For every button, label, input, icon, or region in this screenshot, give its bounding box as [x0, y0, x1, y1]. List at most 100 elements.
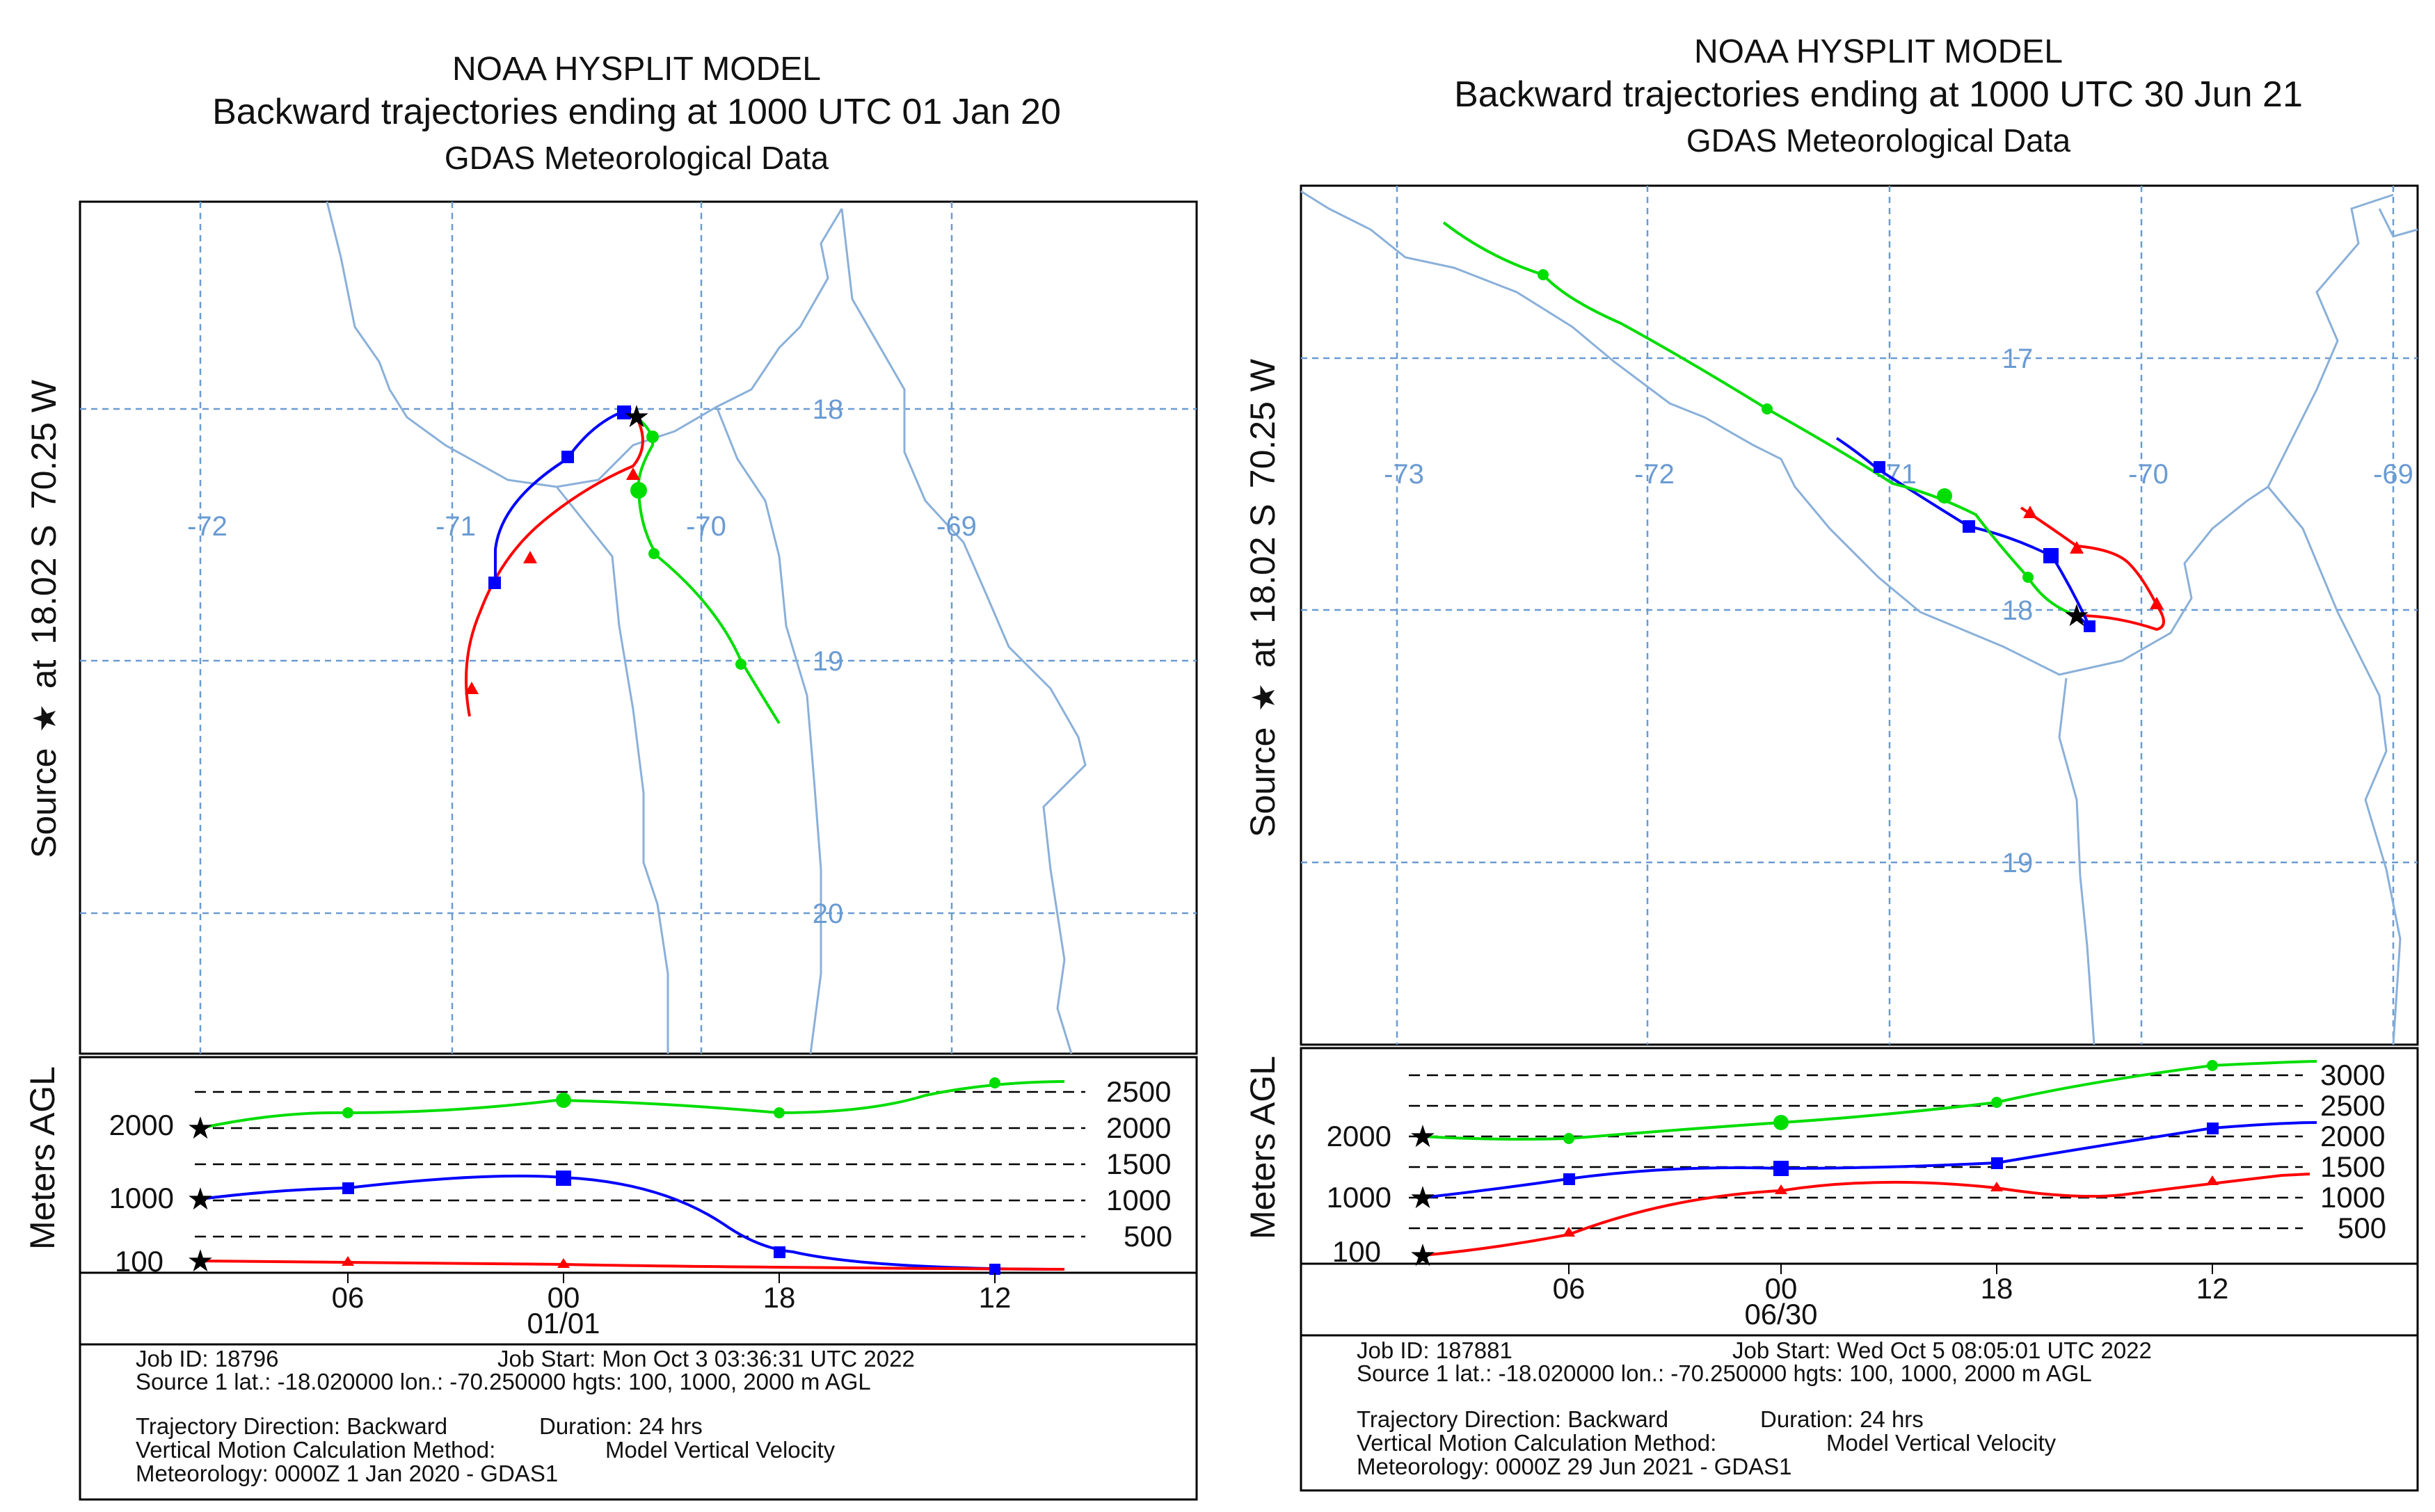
panel-2-time-ticks: 06 00 18 12 06/30 [1553, 1264, 2229, 1330]
svg-text:1000: 1000 [2320, 1181, 2385, 1214]
panel-2-map-frame [1300, 184, 2419, 1046]
svg-text:Model Vertical Velocity: Model Vertical Velocity [1826, 1430, 2057, 1456]
panel-2-coastlines [1300, 190, 2418, 1045]
panel-1: NOAA HYSPLIT MODEL Backward trajectories… [23, 51, 1198, 1501]
svg-text:19: 19 [2002, 848, 2034, 878]
panel-1-info-box [79, 1343, 1198, 1501]
svg-text:★: ★ [186, 1111, 214, 1146]
panel-1-info: Job ID: 18796 Job Start: Mon Oct 3 03:36… [136, 1346, 915, 1486]
svg-text:20: 20 [813, 899, 844, 929]
panel-1-traj-100m [465, 417, 644, 717]
svg-text:1500: 1500 [1106, 1148, 1171, 1180]
svg-text:1000: 1000 [1106, 1184, 1171, 1216]
panel-1-time-ticks: 06 00 18 12 01/01 [332, 1273, 1012, 1340]
svg-text:500: 500 [2338, 1212, 2386, 1244]
panel-2-subtitle: Backward trajectories ending at 1000 UTC… [1454, 74, 2303, 115]
panel-2-traj-2000m [1442, 221, 2077, 617]
svg-text:500: 500 [1124, 1220, 1172, 1253]
panel-2-met-line: GDAS Meteorological Data [1686, 122, 2071, 159]
panel-1-altitude-markers: ★ ★ ★ [186, 1077, 1000, 1279]
svg-text:18: 18 [2002, 595, 2034, 626]
panel-1-lat-labels: 18 19 20 [813, 394, 844, 929]
svg-text:100: 100 [115, 1245, 163, 1278]
svg-text:2500: 2500 [1106, 1075, 1171, 1108]
panel-1-met-line: GDAS Meteorological Data [445, 140, 829, 176]
svg-text:Job Start: Mon Oct 3 03:36:31: Job Start: Mon Oct 3 03:36:31 UTC 2022 [497, 1346, 915, 1372]
svg-text:19: 19 [813, 646, 844, 677]
svg-text:Trajectory Direction: Backward: Trajectory Direction: Backward [1357, 1406, 1668, 1432]
panel-1-source-label: Source★at18.02 S70.25 W [24, 379, 63, 858]
panel-2-vertical-axis-label: Meters AGL [1243, 1056, 1282, 1239]
panel-2-traj-100m [2020, 506, 2165, 632]
panel-2-source-label: Source★at18.02 S70.25 W [1243, 358, 1282, 837]
panel-2-info-box [1300, 1334, 2419, 1492]
svg-text:★: ★ [186, 1182, 214, 1217]
svg-text:00: 00 [1765, 1272, 1798, 1305]
svg-text:18: 18 [763, 1281, 796, 1314]
panel-2-markers: ★ [1538, 269, 2164, 634]
panel-2-lat-labels: 17 18 19 [2002, 344, 2034, 878]
panel-2-start-heights: 2000 1000 100 [1327, 1120, 1391, 1268]
svg-text:06: 06 [332, 1281, 365, 1314]
svg-text:Duration: 24 hrs: Duration: 24 hrs [539, 1413, 703, 1439]
svg-text:Vertical Motion Calculation Me: Vertical Motion Calculation Method: [136, 1437, 495, 1463]
svg-text:18: 18 [1981, 1272, 2013, 1305]
panel-1-title: NOAA HYSPLIT MODEL [452, 51, 821, 88]
svg-text:★: ★ [1409, 1119, 1436, 1155]
svg-text:00: 00 [548, 1281, 580, 1314]
svg-text:Meteorology: 0000Z 1 Jan 2020: Meteorology: 0000Z 1 Jan 2020 - GDAS1 [136, 1461, 558, 1486]
svg-text:-69: -69 [936, 511, 977, 542]
panel-2: NOAA HYSPLIT MODEL Backward trajectories… [1243, 33, 2419, 1492]
svg-text:12: 12 [2196, 1272, 2229, 1305]
svg-text:3000: 3000 [2320, 1059, 2385, 1091]
svg-text:★: ★ [1409, 1180, 1436, 1216]
svg-text:Meteorology: 0000Z 29 Jun 2021: Meteorology: 0000Z 29 Jun 2021 - GDAS1 [1357, 1454, 1792, 1479]
svg-text:-70: -70 [2128, 459, 2169, 490]
panel-2-info: Job ID: 187881 Job Start: Wed Oct 5 08:0… [1357, 1337, 2152, 1479]
svg-text:1500: 1500 [2320, 1150, 2385, 1183]
svg-text:06: 06 [1553, 1272, 1586, 1305]
svg-text:-71: -71 [436, 511, 476, 542]
svg-text:-69: -69 [2373, 459, 2413, 490]
svg-text:12: 12 [979, 1281, 1012, 1314]
svg-text:2000: 2000 [109, 1109, 174, 1141]
panel-1-grid [80, 202, 1197, 1054]
panel-1-right-ticks: 2500 2000 1500 1000 500 [1106, 1075, 1172, 1253]
svg-text:Job ID: 18796: Job ID: 18796 [136, 1346, 278, 1372]
svg-text:★: ★ [186, 1244, 214, 1279]
svg-text:Source 1 lat.: -18.020000 lon: Source 1 lat.: -18.020000 lon.: -70.2500… [1357, 1360, 2092, 1386]
svg-text:100: 100 [1332, 1235, 1381, 1268]
svg-text:2000: 2000 [2320, 1120, 2385, 1152]
svg-text:Job ID: 187881: Job ID: 187881 [1357, 1337, 1512, 1363]
svg-text:18: 18 [813, 394, 844, 425]
svg-text:Model Vertical Velocity: Model Vertical Velocity [605, 1437, 836, 1463]
panel-2-source-star-icon: ★ [2063, 598, 2090, 634]
panel-2-altitude-markers: ★ ★ ★ [1409, 1060, 2219, 1273]
svg-text:★: ★ [1409, 1238, 1436, 1273]
svg-text:2000: 2000 [1327, 1120, 1391, 1152]
svg-text:2500: 2500 [2320, 1089, 2385, 1122]
panel-1-date-label: 01/01 [527, 1307, 600, 1340]
panel-2-date-label: 06/30 [1744, 1298, 1817, 1330]
svg-text:Vertical Motion Calculation Me: Vertical Motion Calculation Method: [1357, 1430, 1716, 1456]
panel-2-right-ticks: 3000 2500 2000 1500 1000 500 [2320, 1059, 2386, 1244]
svg-text:1000: 1000 [1327, 1181, 1391, 1214]
panel-1-markers: ★ [465, 399, 747, 694]
svg-text:-70: -70 [686, 511, 726, 542]
svg-text:17: 17 [2002, 344, 2034, 374]
svg-text:Trajectory Direction: Backward: Trajectory Direction: Backward [136, 1413, 447, 1439]
panel-1-vertical-axis-label: Meters AGL [23, 1066, 62, 1250]
svg-text:-73: -73 [1384, 459, 1424, 490]
panel-2-title: NOAA HYSPLIT MODEL [1694, 33, 2063, 70]
panel-1-lon-labels: -72 -71 -70 -69 [187, 511, 977, 542]
panel-1-subtitle: Backward trajectories ending at 1000 UTC… [212, 92, 1061, 132]
panel-1-map-frame [79, 200, 1198, 1055]
panel-1-coastlines [326, 201, 1087, 1054]
svg-text:2000: 2000 [1106, 1111, 1171, 1144]
panel-1-altitude-traces [200, 1080, 1065, 1271]
panel-1-source-star-icon: ★ [623, 399, 650, 435]
panel-1-start-heights: 2000 1000 100 [109, 1109, 174, 1278]
svg-text:Job Start: Wed Oct 5 08:05:01: Job Start: Wed Oct 5 08:05:01 UTC 2022 [1732, 1337, 2152, 1363]
svg-text:Duration: 24 hrs: Duration: 24 hrs [1760, 1406, 1924, 1432]
